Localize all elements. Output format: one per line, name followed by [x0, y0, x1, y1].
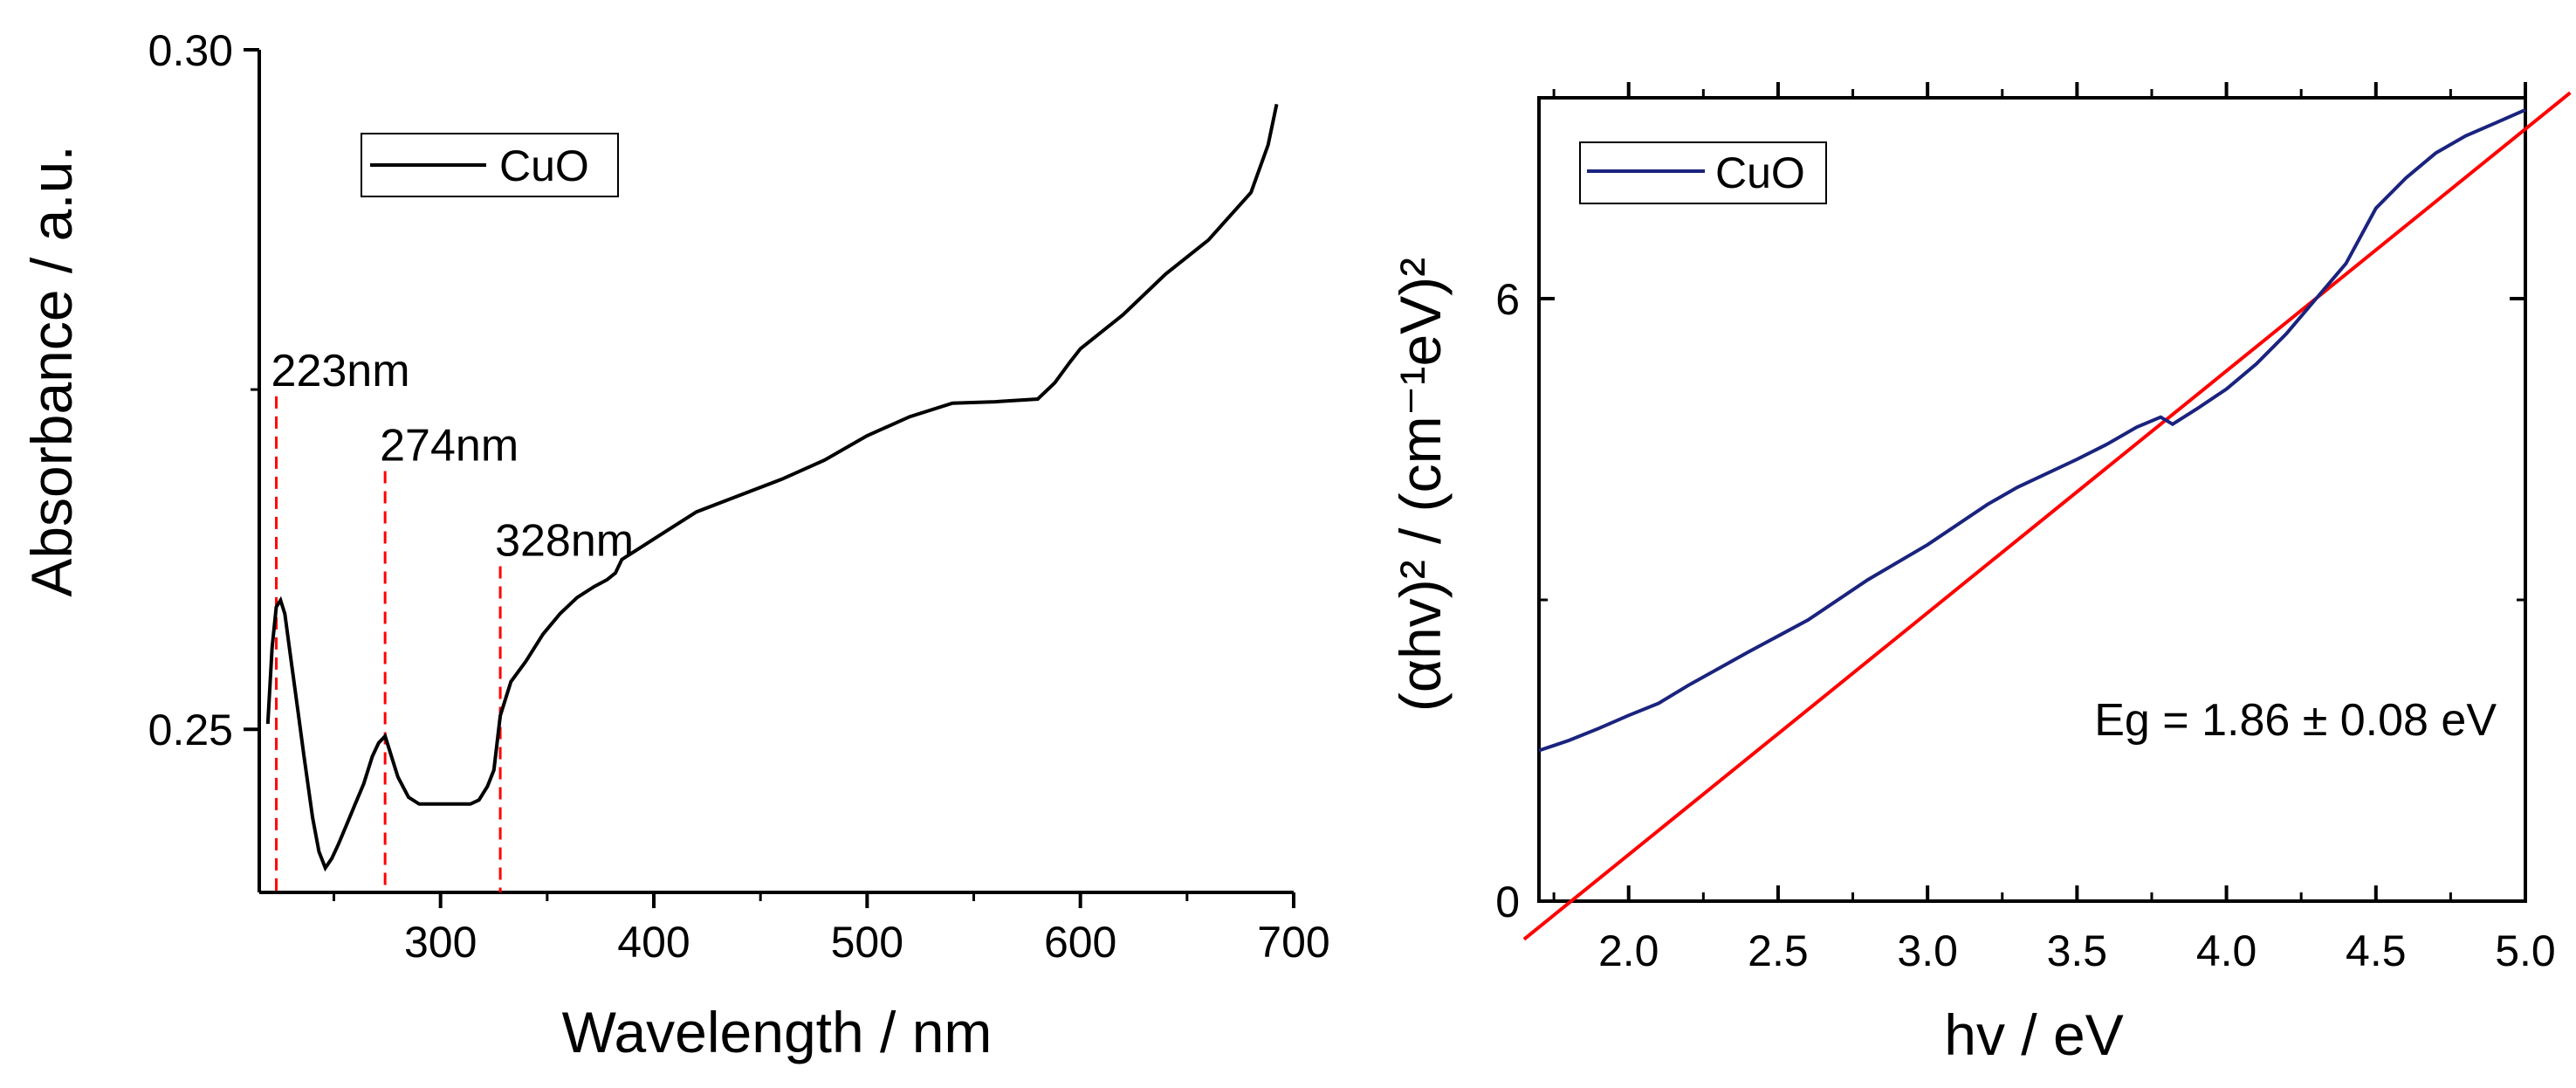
left-x-tick-label: 300 [404, 918, 477, 967]
left-x-tick-label: 500 [831, 918, 903, 967]
right-legend-label: CuO [1715, 148, 1805, 197]
right-x-ticks: 2.0 2.5 3.0 3.5 4.0 4.5 5.0 [1552, 82, 2556, 975]
left-markers: 223nm 274nm 328nm [271, 346, 634, 892]
left-x-axis-title: Wavelength / nm [562, 1000, 993, 1064]
right-y-tick-label: 6 [1495, 275, 1520, 324]
right-x-tick-label: 4.0 [2196, 926, 2257, 975]
left-legend-label: CuO [499, 141, 589, 190]
right-x-tick-label: 5.0 [2495, 926, 2556, 975]
cuo-absorbance-line [265, 103, 1279, 872]
wavelength-marker-label: 223nm [271, 346, 410, 396]
right-plot-frame [1537, 96, 2527, 903]
cuo-tauc-line [1538, 107, 2526, 753]
left-y-tick-label: 0.25 [148, 706, 233, 754]
right-x-axis-title: hv / eV [1944, 1002, 2123, 1067]
left-chart: 300 400 500 600 700 0.25 0.30 223nm 274nm 328nm… [19, 26, 1330, 1064]
wavelength-marker-label: 274nm [380, 421, 519, 472]
left-x-tick-label: 600 [1044, 918, 1116, 967]
left-x-tick-label: 700 [1257, 918, 1329, 967]
right-chart: 2.0 2.5 3.0 3.5 4.0 4.5 5.0 06 CuO Eg = 1.86 ±… [1388, 82, 2572, 1067]
right-x-tick-label: 2.5 [1748, 926, 1809, 975]
right-y-ticks: 06 [1495, 275, 2525, 926]
right-x-tick-label: 3.5 [2047, 926, 2108, 975]
wavelength-marker-label: 328nm [495, 515, 634, 566]
right-x-tick-label: 2.0 [1598, 926, 1659, 975]
linear-fit-line [1522, 91, 2572, 941]
left-x-tick-label: 400 [617, 918, 690, 967]
right-x-tick-label: 3.0 [1897, 926, 1958, 975]
right-y-tick-label: 0 [1495, 878, 1520, 926]
eg-annotation: Eg = 1.86 ± 0.08 eV [2094, 695, 2497, 746]
left-y-axis-title: Absorbance / a.u. [19, 145, 84, 596]
right-y-axis-title: (αhv)² / (cm⁻¹eV)² [1388, 258, 1453, 712]
left-y-ticks: 0.25 0.30 [148, 26, 259, 754]
left-x-ticks: 300 400 500 600 700 [333, 892, 1330, 967]
left-y-tick-label: 0.30 [148, 26, 233, 75]
right-x-tick-label: 4.5 [2346, 926, 2407, 975]
